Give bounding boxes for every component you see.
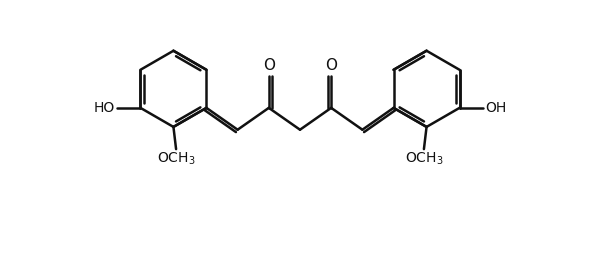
Text: O: O [263, 58, 275, 73]
Text: HO: HO [94, 101, 115, 115]
Text: O: O [325, 58, 337, 73]
Text: OCH$_3$: OCH$_3$ [404, 150, 443, 167]
Text: OCH$_3$: OCH$_3$ [157, 150, 196, 167]
Text: OH: OH [485, 101, 506, 115]
